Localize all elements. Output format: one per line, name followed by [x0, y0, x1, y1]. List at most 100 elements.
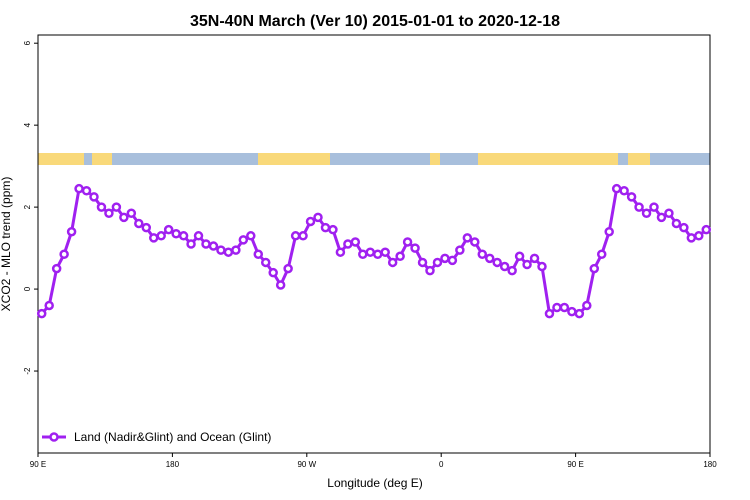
point	[686, 233, 697, 243]
point	[238, 235, 249, 245]
point	[365, 247, 376, 257]
point	[216, 245, 226, 255]
point	[514, 251, 525, 262]
point	[119, 212, 129, 223]
x-tick-label: 90 W	[297, 460, 316, 469]
point	[74, 183, 84, 194]
point	[470, 237, 480, 247]
point	[522, 259, 532, 270]
point	[275, 280, 286, 290]
point	[440, 253, 450, 264]
point	[328, 224, 338, 235]
point	[223, 247, 234, 257]
chart-title: 35N-40N March (Ver 10) 2015-01-01 to 202…	[190, 13, 560, 30]
point	[335, 247, 346, 257]
point	[148, 233, 159, 243]
legend-marker	[49, 432, 59, 442]
point	[649, 202, 659, 212]
point	[641, 208, 652, 219]
point	[462, 233, 473, 243]
point	[44, 300, 54, 311]
point	[290, 231, 301, 241]
point	[544, 308, 555, 319]
point	[387, 257, 398, 268]
point	[589, 263, 600, 274]
point	[51, 263, 62, 274]
point	[104, 208, 114, 219]
land-segment	[258, 153, 330, 165]
point	[171, 229, 181, 239]
point	[529, 253, 540, 264]
point	[298, 231, 308, 241]
point	[432, 257, 443, 268]
plot-frame	[37, 34, 711, 454]
point	[507, 265, 517, 276]
point	[260, 257, 271, 268]
point	[634, 202, 644, 212]
land-segment	[628, 153, 650, 165]
point	[320, 222, 331, 233]
point	[679, 222, 689, 233]
point	[656, 212, 667, 223]
point	[417, 257, 428, 268]
legend-label: Land (Nadir&Glint) and Ocean (Glint)	[74, 430, 271, 444]
point	[313, 212, 323, 223]
land-segment	[478, 153, 618, 165]
point	[664, 208, 674, 219]
point	[552, 302, 562, 313]
point	[372, 249, 383, 259]
y-tick-label: 0	[23, 286, 32, 291]
point	[671, 218, 682, 229]
point	[343, 239, 353, 249]
point	[582, 300, 592, 311]
x-tick-label: 90 E	[567, 460, 583, 469]
x-axis-label: Longitude (deg E)	[327, 476, 422, 490]
point	[537, 261, 547, 272]
y-tick-label: -2	[23, 367, 32, 375]
point	[380, 247, 390, 257]
point	[596, 249, 607, 259]
point	[111, 202, 122, 212]
point	[410, 243, 420, 253]
land-segment	[92, 153, 112, 165]
point	[253, 249, 264, 259]
point	[499, 261, 510, 272]
y-tick-label: 6	[23, 40, 32, 45]
point	[163, 224, 174, 235]
point	[626, 192, 637, 202]
land-segment	[430, 153, 440, 165]
point	[350, 237, 361, 247]
point	[447, 255, 458, 266]
x-tick-label: 180	[703, 460, 717, 469]
y-axis-label: XCO2 - MLO trend (ppm)	[0, 177, 13, 312]
point	[208, 241, 219, 251]
x-tick-label: 180	[166, 460, 180, 469]
point	[567, 306, 577, 317]
point	[604, 226, 614, 237]
point	[89, 192, 99, 202]
point	[305, 216, 316, 227]
point	[178, 231, 189, 241]
point	[246, 231, 256, 241]
point	[477, 249, 488, 259]
land-ocean-strip	[38, 153, 710, 165]
point	[619, 185, 629, 196]
point	[492, 257, 502, 268]
point	[126, 208, 137, 219]
point	[268, 267, 278, 278]
point	[358, 249, 368, 259]
point	[134, 218, 144, 229]
point	[574, 308, 585, 319]
x-tick-label: 0	[439, 460, 444, 469]
point	[193, 231, 204, 241]
point	[81, 185, 92, 196]
land-segment	[38, 153, 84, 165]
point	[156, 231, 166, 241]
point	[425, 265, 435, 276]
point	[36, 308, 47, 319]
point	[484, 253, 495, 264]
point	[694, 231, 704, 241]
point	[455, 245, 465, 255]
x-tick-label: 90 E	[30, 460, 46, 469]
point	[66, 226, 77, 237]
